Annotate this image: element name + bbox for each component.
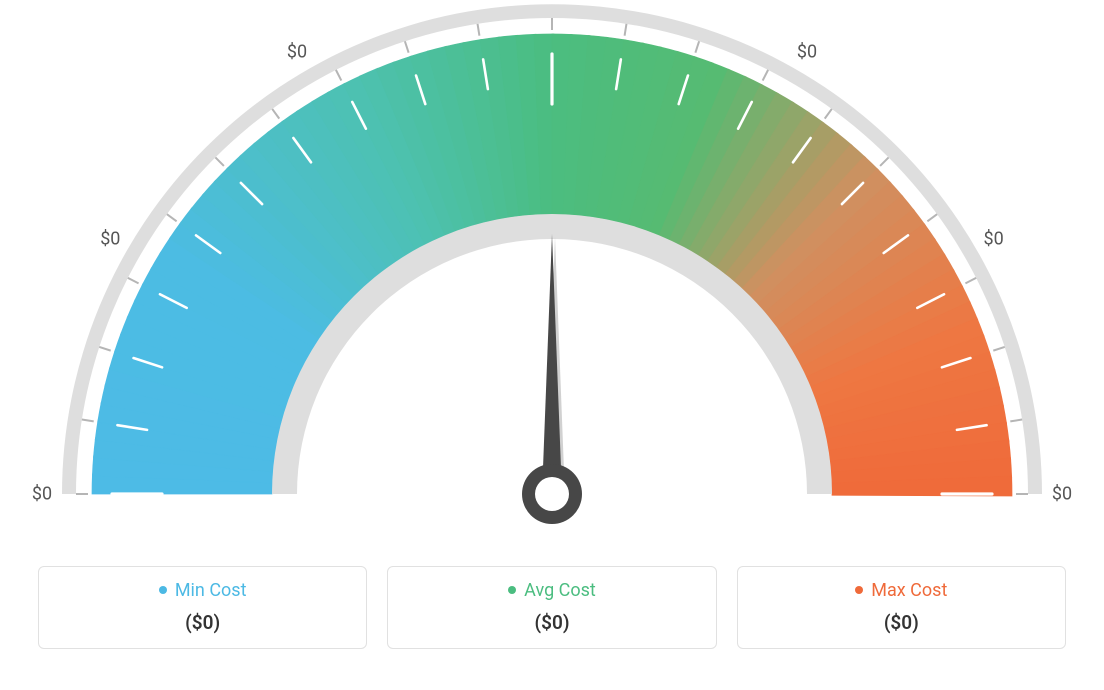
legend-label-avg: Avg Cost xyxy=(524,580,596,601)
legend-card-max: Max Cost ($0) xyxy=(737,566,1066,649)
legend-title-min: Min Cost xyxy=(159,580,247,601)
legend-label-max: Max Cost xyxy=(871,580,947,601)
gauge-chart: $0$0$0$0$0$0$0 xyxy=(0,0,1104,550)
legend-value-avg: ($0) xyxy=(398,611,705,634)
legend-title-avg: Avg Cost xyxy=(508,580,596,601)
legend-card-avg: Avg Cost ($0) xyxy=(387,566,716,649)
gauge-tick-label: $0 xyxy=(1052,484,1072,505)
legend-value-max: ($0) xyxy=(748,611,1055,634)
gauge-tick-label: $0 xyxy=(984,229,1004,250)
legend-dot-min xyxy=(159,586,167,594)
legend-card-min: Min Cost ($0) xyxy=(38,566,367,649)
legend-label-min: Min Cost xyxy=(175,580,247,601)
gauge-tick-label: $0 xyxy=(287,42,307,63)
gauge-tick-label: $0 xyxy=(32,484,52,505)
gauge-svg xyxy=(0,0,1104,550)
legend-dot-max xyxy=(855,586,863,594)
legend-value-min: ($0) xyxy=(49,611,356,634)
legend-row: Min Cost ($0) Avg Cost ($0) Max Cost ($0… xyxy=(38,566,1066,649)
gauge-tick-label: $0 xyxy=(797,42,817,63)
legend-dot-avg xyxy=(508,586,516,594)
legend-title-max: Max Cost xyxy=(855,580,947,601)
gauge-tick-label: $0 xyxy=(100,229,120,250)
